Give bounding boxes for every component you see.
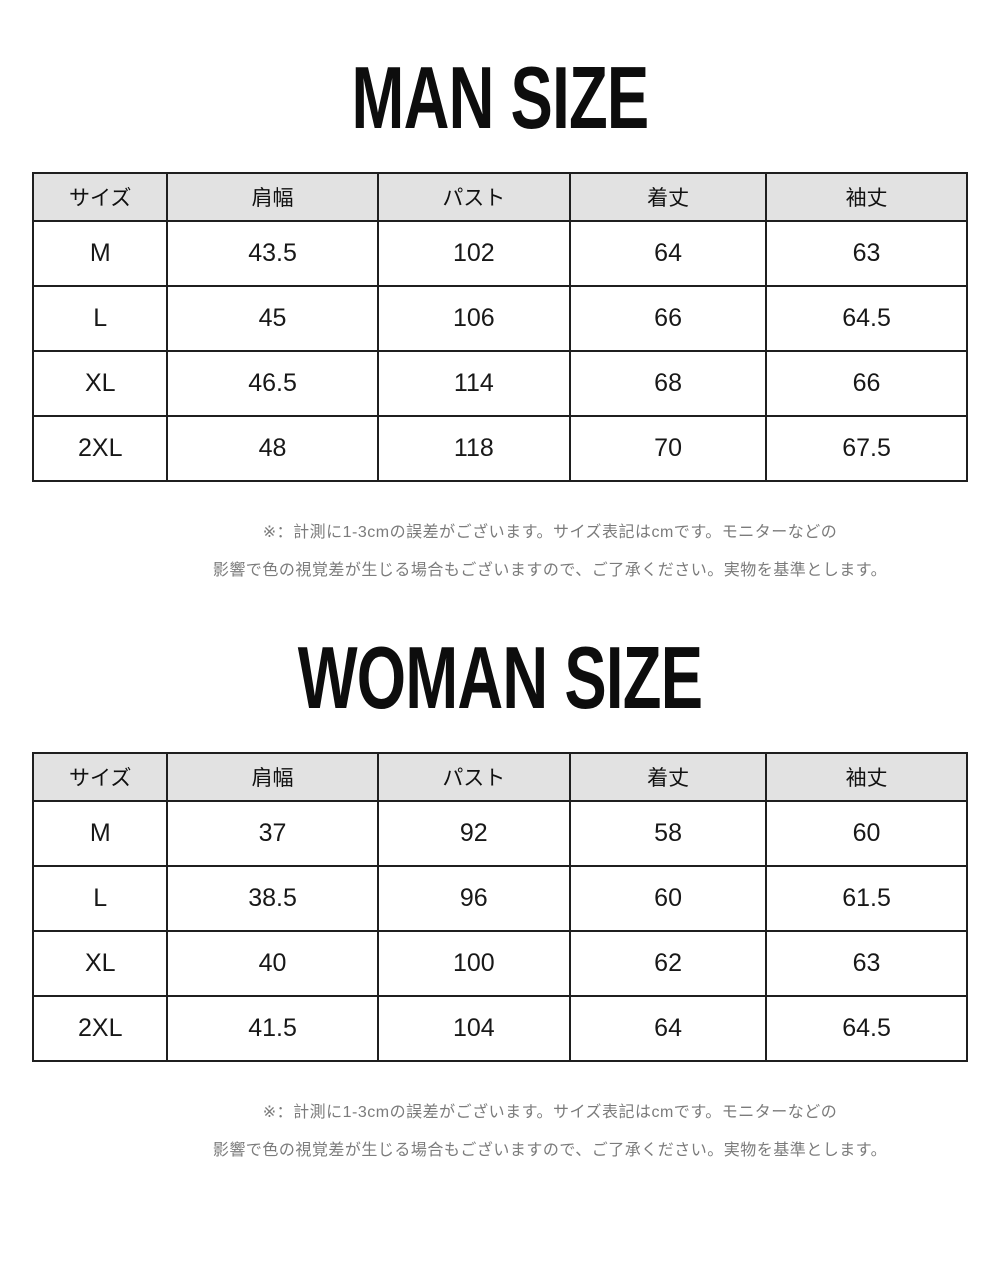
note-line-2: 影響で色の視覚差が生じる場合もございますので、ご了承ください。実物を基準とします… [212, 1142, 888, 1159]
measurement-cell: 38.5 [166, 865, 379, 932]
measurement-cell: 64 [569, 220, 768, 287]
measurement-cell: 64 [569, 995, 768, 1062]
column-header-size: サイズ [31, 752, 169, 802]
column-header-shoulder: 肩幅 [166, 172, 379, 222]
woman-size-section: WOMAN SIZE サイズ 肩幅 パスト 着丈 袖丈 [0, 630, 1000, 1170]
woman-size-table: サイズ 肩幅 パスト 着丈 袖丈 M 37 92 58 60 L 38.5 [31, 752, 968, 1062]
table-row: 2XL 48 118 70 67.5 [31, 415, 968, 482]
measurement-cell: 40 [166, 930, 379, 997]
man-size-notes: ※：計測に1-3cmの誤差がございます。サイズ表記はcmです。モニターなどの 影… [100, 514, 1000, 590]
size-label-cell: XL [31, 350, 169, 417]
header-row: サイズ 肩幅 パスト 着丈 袖丈 [31, 172, 968, 222]
table-row: M 37 92 58 60 [31, 800, 968, 867]
measurement-cell: 118 [376, 415, 572, 482]
measurement-cell: 102 [376, 220, 572, 287]
man-size-section: MAN SIZE サイズ 肩幅 パスト 着丈 袖丈 M [0, 50, 1000, 590]
table-row: L 45 106 66 64.5 [31, 285, 968, 352]
header-row: サイズ 肩幅 パスト 着丈 袖丈 [31, 752, 968, 802]
size-label-cell: 2XL [31, 995, 169, 1062]
note-line-1: ※：計測に1-3cmの誤差がございます。サイズ表記はcmです。モニターなどの [262, 524, 838, 541]
measurement-cell: 63 [765, 220, 968, 287]
measurement-cell: 48 [166, 415, 379, 482]
measurement-cell: 61.5 [765, 865, 968, 932]
table-row: 2XL 41.5 104 64 64.5 [31, 995, 968, 1062]
size-label-cell: M [31, 800, 169, 867]
man-size-table: サイズ 肩幅 パスト 着丈 袖丈 M 43.5 102 64 63 L 45 [31, 172, 968, 482]
measurement-cell: 67.5 [765, 415, 968, 482]
table-row: XL 40 100 62 63 [31, 930, 968, 997]
size-label-cell: 2XL [31, 415, 169, 482]
note-line-1: ※：計測に1-3cmの誤差がございます。サイズ表記はcmです。モニターなどの [262, 1104, 838, 1121]
size-label-cell: M [31, 220, 169, 287]
size-chart-page: MAN SIZE サイズ 肩幅 パスト 着丈 袖丈 M [0, 50, 1000, 1170]
column-header-length: 着丈 [569, 172, 768, 222]
measurement-cell: 37 [166, 800, 379, 867]
column-header-length: 着丈 [569, 752, 768, 802]
column-header-bust: パスト [376, 752, 572, 802]
table-row: XL 46.5 114 68 66 [31, 350, 968, 417]
woman-size-title: WOMAN SIZE [297, 628, 703, 727]
measurement-cell: 68 [569, 350, 768, 417]
column-header-sleeve: 袖丈 [765, 172, 968, 222]
measurement-cell: 66 [569, 285, 768, 352]
measurement-cell: 96 [376, 865, 572, 932]
measurement-cell: 46.5 [166, 350, 379, 417]
measurement-cell: 45 [166, 285, 379, 352]
measurement-cell: 104 [376, 995, 572, 1062]
measurement-cell: 92 [376, 800, 572, 867]
measurement-cell: 106 [376, 285, 572, 352]
measurement-cell: 43.5 [166, 220, 379, 287]
note-line-2: 影響で色の視覚差が生じる場合もございますので、ご了承ください。実物を基準とします… [212, 562, 888, 579]
column-header-bust: パスト [376, 172, 572, 222]
column-header-shoulder: 肩幅 [166, 752, 379, 802]
measurement-cell: 60 [765, 800, 968, 867]
measurement-cell: 100 [376, 930, 572, 997]
measurement-cell: 60 [569, 865, 768, 932]
table-row: M 43.5 102 64 63 [31, 220, 968, 287]
measurement-cell: 66 [765, 350, 968, 417]
measurement-cell: 62 [569, 930, 768, 997]
woman-size-notes: ※：計測に1-3cmの誤差がございます。サイズ表記はcmです。モニターなどの 影… [100, 1094, 1000, 1170]
size-label-cell: XL [31, 930, 169, 997]
size-label-cell: L [31, 285, 169, 352]
table-row: L 38.5 96 60 61.5 [31, 865, 968, 932]
column-header-size: サイズ [31, 172, 169, 222]
size-label-cell: L [31, 865, 169, 932]
measurement-cell: 41.5 [166, 995, 379, 1062]
measurement-cell: 64.5 [765, 285, 968, 352]
measurement-cell: 63 [765, 930, 968, 997]
measurement-cell: 58 [569, 800, 768, 867]
measurement-cell: 114 [376, 350, 572, 417]
man-size-title: MAN SIZE [351, 48, 650, 147]
column-header-sleeve: 袖丈 [765, 752, 968, 802]
measurement-cell: 70 [569, 415, 768, 482]
measurement-cell: 64.5 [765, 995, 968, 1062]
